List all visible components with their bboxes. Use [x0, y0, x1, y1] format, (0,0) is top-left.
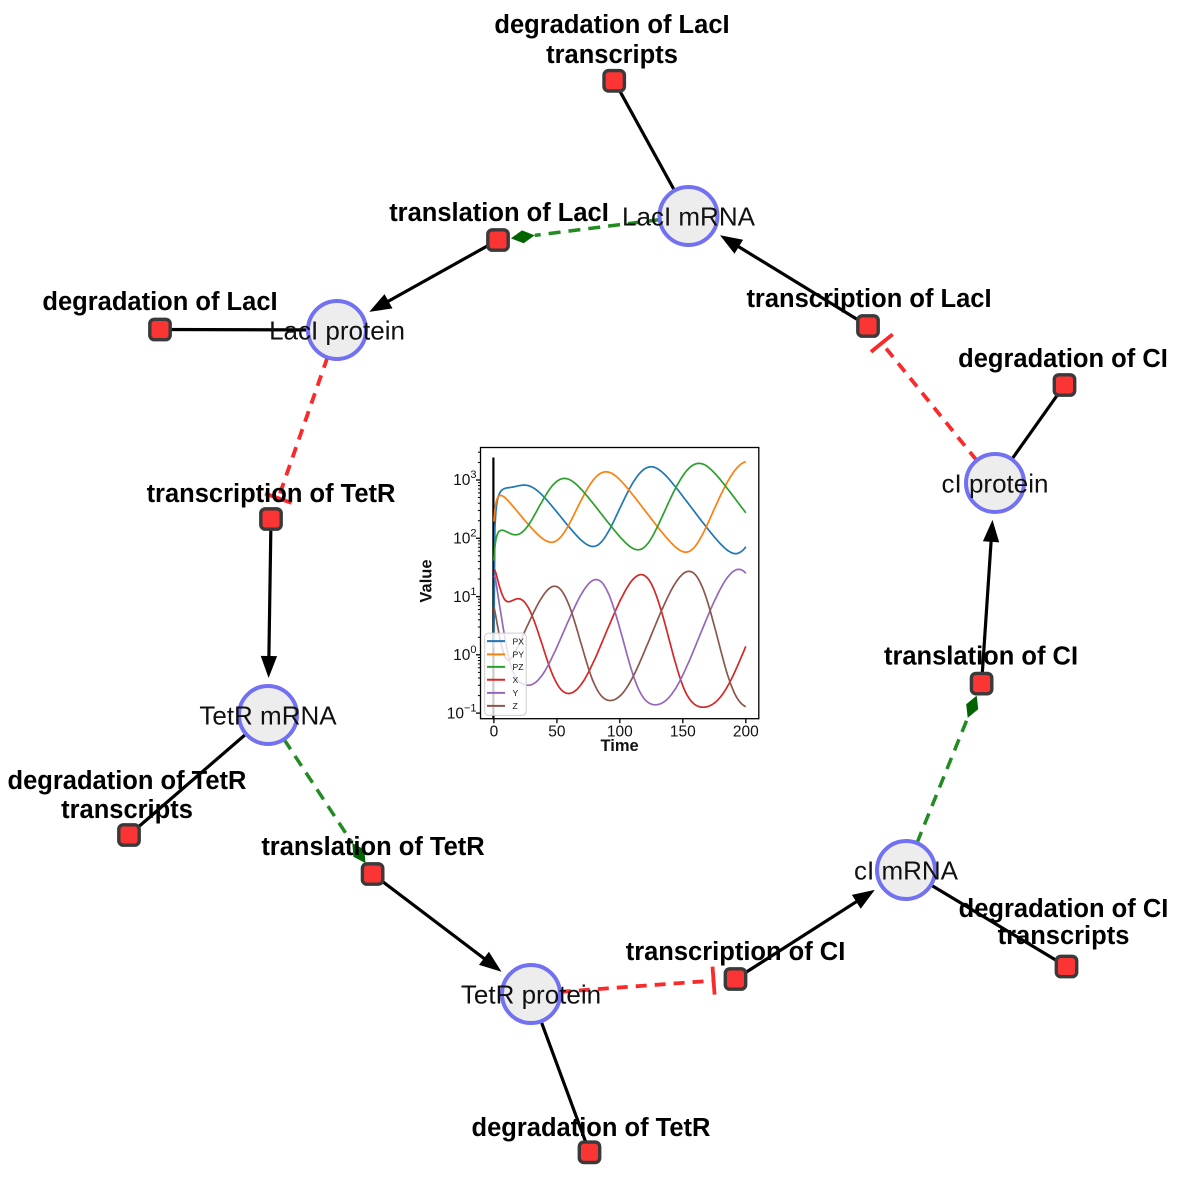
- svg-text:cI mRNA: cI mRNA: [854, 856, 959, 886]
- svg-text:transcripts: transcripts: [546, 41, 678, 69]
- svg-text:transcripts: transcripts: [998, 922, 1130, 950]
- svg-text:Y: Y: [513, 688, 519, 698]
- svg-text:transcripts: transcripts: [61, 796, 193, 824]
- svg-text:100: 100: [607, 724, 633, 741]
- svg-text:LacI protein: LacI protein: [269, 316, 405, 346]
- svg-text:degradation of LacI: degradation of LacI: [42, 288, 277, 316]
- svg-text:X: X: [513, 675, 519, 685]
- svg-text:200: 200: [733, 724, 759, 741]
- svg-text:translation of CI: translation of CI: [884, 643, 1078, 671]
- svg-text:cI protein: cI protein: [942, 469, 1049, 499]
- svg-text:degradation of CI: degradation of CI: [958, 345, 1168, 373]
- svg-text:TetR mRNA: TetR mRNA: [199, 701, 337, 731]
- svg-text:PY: PY: [513, 650, 525, 660]
- svg-text:Time: Time: [600, 737, 638, 755]
- svg-text:degradation of LacI: degradation of LacI: [494, 11, 729, 39]
- svg-text:PZ: PZ: [513, 662, 524, 672]
- svg-text:TetR protein: TetR protein: [461, 980, 601, 1010]
- svg-text:degradation of TetR: degradation of TetR: [8, 767, 247, 795]
- svg-text:transcription of LacI: transcription of LacI: [746, 285, 991, 313]
- svg-text:150: 150: [670, 724, 696, 741]
- svg-text:transcription of CI: transcription of CI: [626, 938, 846, 966]
- svg-text:translation of TetR: translation of TetR: [261, 833, 484, 861]
- svg-text:Z: Z: [513, 701, 518, 711]
- svg-text:translation of LacI: translation of LacI: [389, 199, 609, 227]
- svg-text:degradation of TetR: degradation of TetR: [472, 1114, 711, 1142]
- svg-text:transcription of TetR: transcription of TetR: [147, 480, 396, 508]
- svg-text:LacI mRNA: LacI mRNA: [622, 202, 756, 232]
- svg-text:PX: PX: [513, 636, 525, 646]
- svg-text:0: 0: [490, 724, 499, 741]
- svg-text:degradation of CI: degradation of CI: [959, 895, 1169, 923]
- svg-text:50: 50: [548, 724, 566, 741]
- svg-text:Value: Value: [418, 559, 436, 602]
